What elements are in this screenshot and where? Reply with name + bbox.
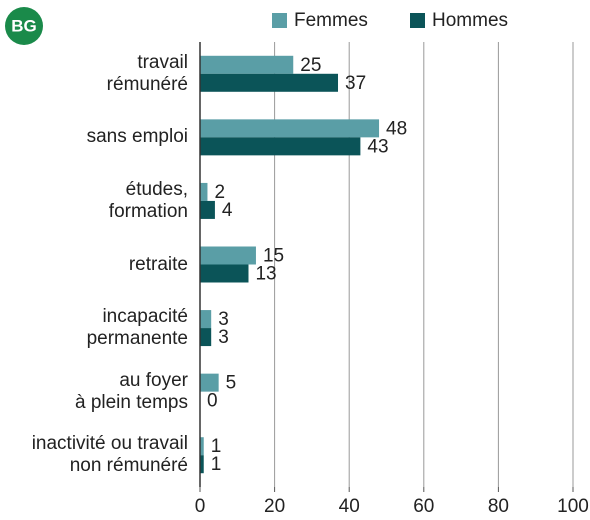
value-label: 5 [226, 373, 237, 394]
bar [200, 264, 249, 283]
category-label: études, formation [108, 178, 188, 222]
bar [200, 137, 361, 156]
value-label: 25 [300, 55, 321, 76]
category-label: retraite [128, 253, 188, 275]
bar [200, 455, 204, 474]
x-tick-label: 100 [557, 496, 589, 517]
category-label: au foyer à plein temps [74, 369, 188, 413]
x-tick-label: 20 [264, 496, 285, 517]
x-tick-label: 60 [413, 496, 434, 517]
category-label: incapacité permanente [86, 306, 188, 350]
legend-label: Femmes [294, 10, 368, 31]
category-label: sans emploi [86, 126, 188, 148]
value-label: 3 [218, 309, 229, 330]
value-label: 13 [255, 264, 276, 285]
value-label: 2 [214, 182, 225, 203]
x-tick-label: 80 [488, 496, 509, 517]
legend-label: Hommes [432, 10, 508, 31]
bar [200, 310, 212, 329]
bar [200, 246, 256, 265]
x-tick-label: 0 [195, 496, 206, 517]
badge-circle [5, 7, 43, 45]
category-label: inactivité ou travail non rémunéré [31, 433, 188, 477]
value-label: 43 [367, 136, 388, 157]
bar [200, 437, 204, 456]
value-label: 15 [263, 246, 284, 267]
bar [200, 119, 380, 138]
bar [200, 182, 208, 201]
bar [200, 73, 339, 92]
value-label: 1 [211, 436, 222, 457]
bar [200, 200, 215, 219]
bar [200, 328, 212, 347]
value-label: 3 [218, 327, 229, 348]
legend-swatch [410, 13, 425, 28]
value-label: 37 [345, 73, 366, 94]
value-label: 1 [211, 454, 222, 475]
bar [200, 373, 219, 392]
badge: BG [11, 16, 37, 35]
value-label: 0 [207, 391, 218, 412]
bar [200, 55, 294, 74]
category-label: travail rémunéré [106, 51, 188, 95]
value-label: 48 [386, 118, 407, 139]
value-label: 4 [222, 200, 233, 221]
legend-swatch [272, 13, 287, 28]
x-tick-label: 40 [339, 496, 360, 517]
